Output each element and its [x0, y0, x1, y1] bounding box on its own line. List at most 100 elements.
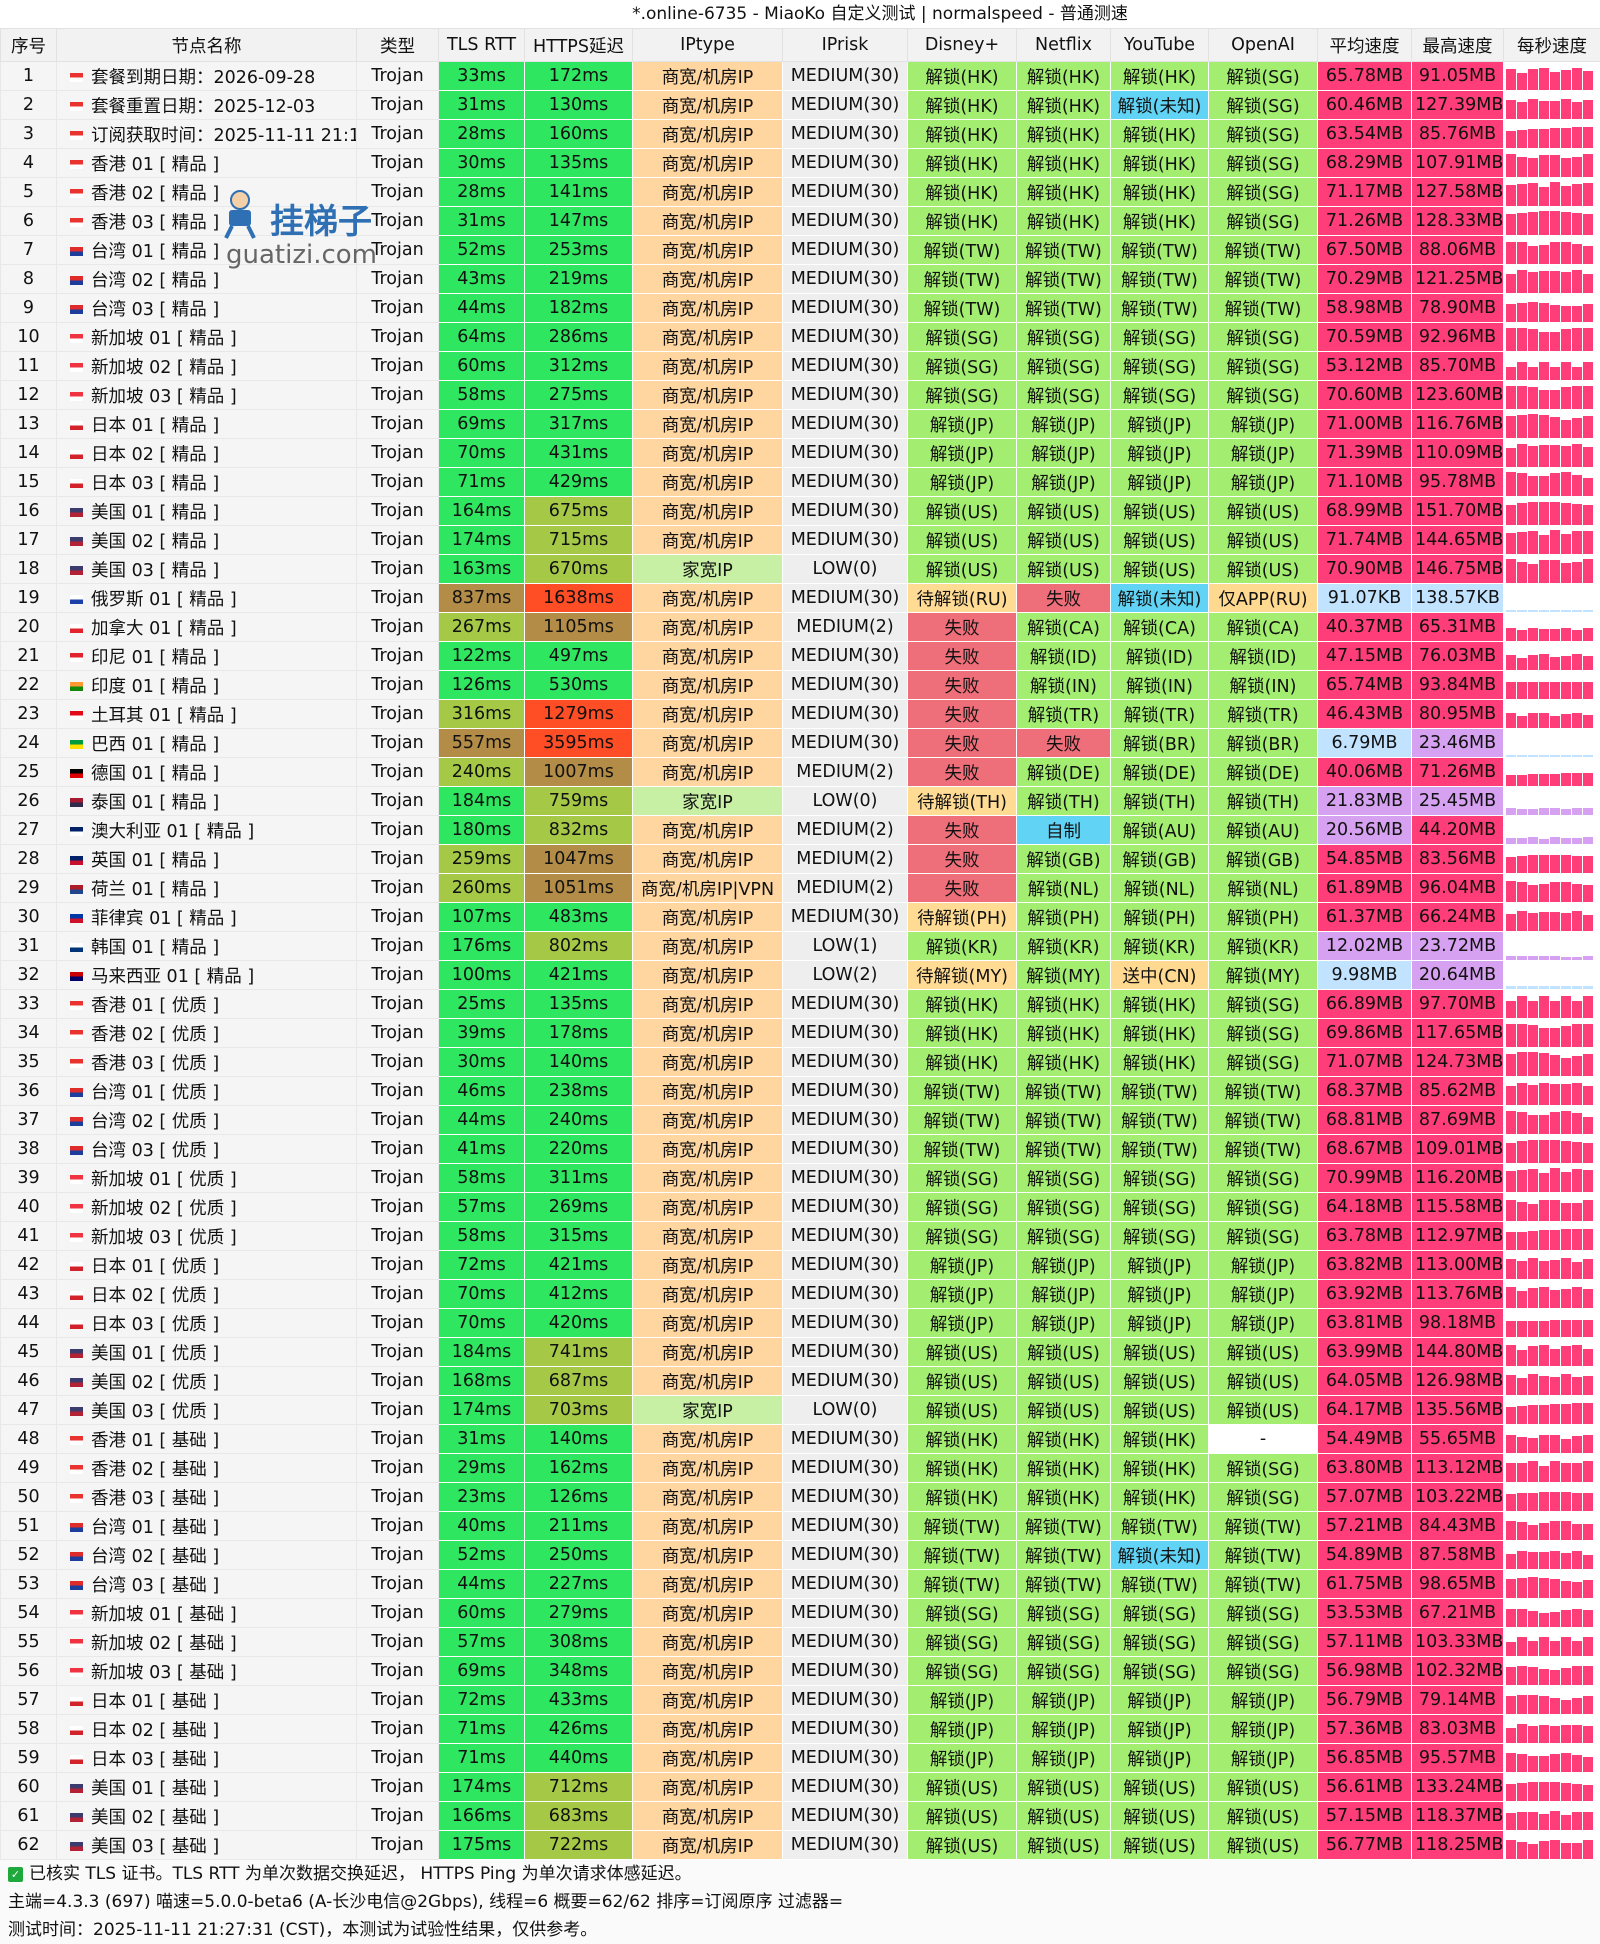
tls-rtt: 58ms: [439, 1222, 525, 1251]
openai-status: 解锁(ID): [1209, 642, 1318, 671]
max-speed: 80.95MB: [1412, 700, 1504, 729]
column-header: 序号: [1, 29, 57, 62]
https-latency: 420ms: [525, 1309, 633, 1338]
per-second-speed-chart: [1504, 1512, 1600, 1541]
speed-bar: [1550, 1055, 1560, 1076]
speed-bar: [1561, 1058, 1571, 1076]
flag-icon: [70, 1175, 83, 1184]
node-name: 新加坡 03 [ 优质 ]: [57, 1222, 357, 1251]
ip-type: 商宽/机房IP: [633, 178, 783, 207]
speed-bar: [1572, 1083, 1582, 1105]
tls-rtt: 100ms: [439, 961, 525, 990]
speed-bar: [1561, 838, 1571, 844]
max-speed: 92.96MB: [1412, 323, 1504, 352]
ip-type: 商宽/机房IP: [633, 1309, 783, 1338]
node-type: Trojan: [357, 845, 439, 874]
row-index: 62: [1, 1831, 57, 1860]
tls-rtt: 71ms: [439, 468, 525, 497]
tls-rtt: 30ms: [439, 149, 525, 178]
speed-bar: [1550, 530, 1560, 554]
netflix-status: 解锁(US): [1017, 1831, 1111, 1860]
netflix-status: 解锁(CA): [1017, 613, 1111, 642]
node-name: 香港 02 [ 基础 ]: [57, 1454, 357, 1483]
https-latency: 1279ms: [525, 700, 633, 729]
speed-bar: [1539, 1637, 1549, 1656]
speed-bar: [1506, 1171, 1516, 1192]
youtube-status: 解锁(HK): [1111, 1019, 1209, 1048]
speed-bar: [1583, 773, 1593, 786]
node-type: Trojan: [357, 932, 439, 961]
speed-bar: [1583, 1580, 1593, 1598]
speed-bar: [1572, 184, 1582, 206]
ip-type: 商宽/机房IP: [633, 1628, 783, 1657]
max-speed: 85.70MB: [1412, 352, 1504, 381]
disney-status: 解锁(HK): [908, 62, 1017, 91]
tls-rtt: 41ms: [439, 1135, 525, 1164]
speed-bar: [1572, 713, 1582, 728]
per-second-speed-chart: [1504, 497, 1600, 526]
max-speed: 127.39MB: [1412, 91, 1504, 120]
flag-icon: [70, 1523, 83, 1532]
youtube-status: 解锁(SG): [1111, 352, 1209, 381]
per-second-speed-chart: [1504, 1019, 1600, 1048]
speed-bar: [1528, 1169, 1538, 1192]
ip-type: 家宽IP: [633, 787, 783, 816]
max-speed: 97.70MB: [1412, 990, 1504, 1019]
average-speed: 63.82MB: [1318, 1251, 1412, 1280]
per-second-speed-chart: [1504, 816, 1600, 845]
node-name-text: 香港 03 [ 基础 ]: [91, 1489, 219, 1509]
per-second-speed-chart: [1504, 410, 1600, 439]
ip-risk: MEDIUM(30): [783, 1686, 908, 1715]
node-name: 土耳其 01 [ 精品 ]: [57, 700, 357, 729]
speed-bar: [1572, 1843, 1582, 1859]
node-type: Trojan: [357, 1454, 439, 1483]
per-second-speed-chart: [1504, 903, 1600, 932]
node-name-text: 日本 02 [ 精品 ]: [91, 445, 219, 465]
openai-status: 解锁(DE): [1209, 758, 1318, 787]
https-latency: 759ms: [525, 787, 633, 816]
ip-type: 商宽/机房IP: [633, 265, 783, 294]
node-name: 澳大利亚 01 [ 精品 ]: [57, 816, 357, 845]
speed-bar: [1550, 1435, 1560, 1453]
average-speed: 71.17MB: [1318, 178, 1412, 207]
ip-risk: MEDIUM(2): [783, 816, 908, 845]
per-second-speed-chart: [1504, 91, 1600, 120]
netflix-status: 解锁(SG): [1017, 352, 1111, 381]
youtube-status: 解锁(未知): [1111, 91, 1209, 120]
openai-status: 解锁(TH): [1209, 787, 1318, 816]
https-latency: 238ms: [525, 1077, 633, 1106]
node-name-text: 澳大利亚 01 [ 精品 ]: [91, 822, 254, 842]
speed-bar: [1517, 1695, 1527, 1714]
speed-bar: [1572, 1666, 1582, 1685]
speed-bar: [1572, 328, 1582, 351]
ip-type: 商宽/机房IP: [633, 1338, 783, 1367]
node-name-text: 印尼 01 [ 精品 ]: [91, 648, 219, 668]
openai-status: 解锁(SG): [1209, 1164, 1318, 1193]
openai-status: 解锁(SG): [1209, 1048, 1318, 1077]
youtube-status: 解锁(HK): [1111, 62, 1209, 91]
speed-bar: [1506, 838, 1516, 844]
node-name: 新加坡 02 [ 基础 ]: [57, 1628, 357, 1657]
row-index: 17: [1, 526, 57, 555]
average-speed: 61.75MB: [1318, 1570, 1412, 1599]
netflix-status: 解锁(SG): [1017, 323, 1111, 352]
speed-bar: [1583, 1435, 1593, 1453]
speed-bar: [1550, 682, 1560, 699]
https-latency: 741ms: [525, 1338, 633, 1367]
speed-bar: [1517, 1724, 1527, 1743]
speed-bar: [1539, 1814, 1549, 1830]
speed-bar: [1572, 1203, 1582, 1221]
node-name-text: 印度 01 [ 精品 ]: [91, 677, 219, 697]
speed-bar: [1517, 1406, 1527, 1424]
flag-icon: [70, 798, 83, 807]
netflix-status: 解锁(HK): [1017, 149, 1111, 178]
average-speed: 67.50MB: [1318, 236, 1412, 265]
ip-risk: MEDIUM(30): [783, 352, 908, 381]
per-second-speed-chart: [1504, 1193, 1600, 1222]
speed-bar: [1517, 473, 1527, 496]
speed-bar: [1506, 154, 1516, 177]
